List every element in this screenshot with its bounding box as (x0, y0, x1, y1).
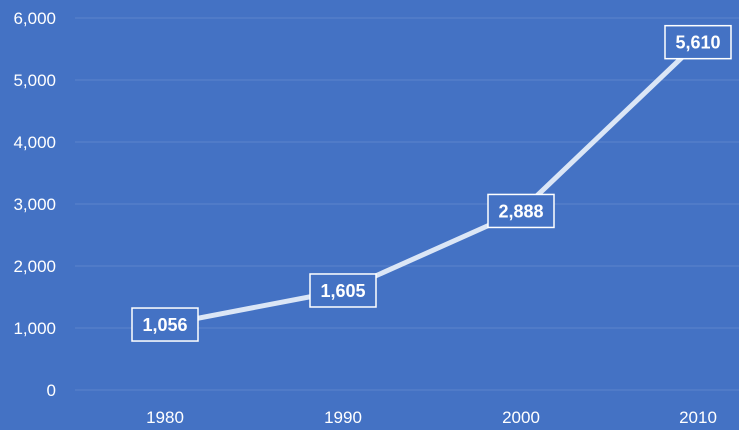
x-tick-label: 2010 (679, 408, 717, 427)
data-label: 1,056 (142, 315, 187, 335)
x-tick-label: 2000 (502, 408, 540, 427)
y-tick-label: 5,000 (13, 71, 56, 90)
y-axis-tick-labels: 0 1,000 2,000 3,000 4,000 5,000 6,000 (13, 9, 56, 400)
data-label: 2,888 (498, 201, 543, 221)
data-label-box (309, 273, 377, 308)
data-labels: 1,056 1,605 2,888 5,610 (131, 24, 732, 342)
y-tick-label: 0 (47, 381, 56, 400)
y-tick-label: 4,000 (13, 133, 56, 152)
data-label-box (664, 24, 732, 60)
data-label-box (487, 193, 555, 229)
series-line-layer (162, 39, 701, 328)
y-tick-label: 6,000 (13, 9, 56, 28)
x-tick-label: 1990 (324, 408, 362, 427)
series-line (162, 39, 701, 328)
y-tick-label: 1,000 (13, 319, 56, 338)
x-axis-tick-labels: 1980 1990 2000 2010 (146, 408, 717, 427)
data-label-box (131, 307, 199, 342)
y-tick-label: 3,000 (13, 195, 56, 214)
x-tick-label: 1980 (146, 408, 184, 427)
data-label: 1,605 (320, 281, 365, 301)
data-label: 5,610 (675, 33, 720, 53)
y-tick-label: 2,000 (13, 257, 56, 276)
